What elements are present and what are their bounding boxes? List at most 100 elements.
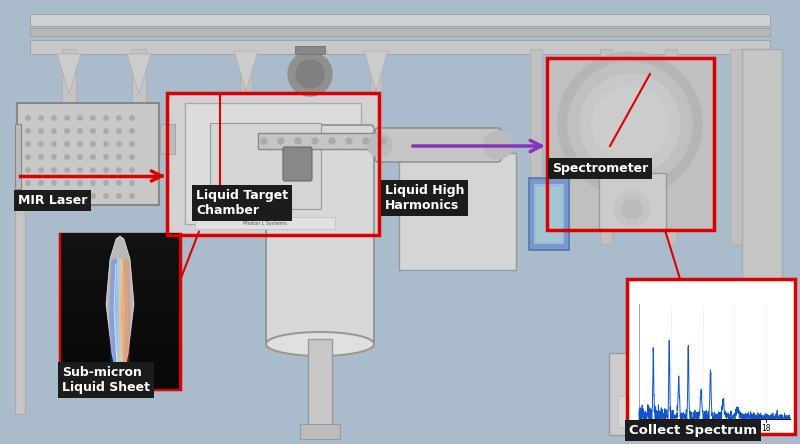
Circle shape	[91, 129, 95, 133]
Circle shape	[26, 194, 30, 198]
FancyBboxPatch shape	[529, 178, 569, 250]
Circle shape	[65, 194, 70, 198]
Text: Liquid Target
Chamber: Liquid Target Chamber	[196, 189, 288, 217]
Circle shape	[580, 74, 680, 174]
FancyBboxPatch shape	[375, 128, 501, 162]
Polygon shape	[118, 259, 128, 369]
Circle shape	[261, 138, 267, 144]
FancyBboxPatch shape	[61, 280, 179, 285]
Circle shape	[346, 138, 352, 144]
Text: Sub-micron
Liquid Sheet: Sub-micron Liquid Sheet	[62, 366, 150, 394]
FancyBboxPatch shape	[760, 49, 772, 244]
Circle shape	[91, 181, 95, 185]
Circle shape	[288, 52, 332, 96]
Circle shape	[117, 168, 122, 172]
Circle shape	[26, 181, 30, 185]
FancyBboxPatch shape	[61, 373, 179, 379]
FancyBboxPatch shape	[61, 285, 179, 291]
FancyBboxPatch shape	[61, 368, 179, 373]
Circle shape	[65, 168, 70, 172]
Text: Spectrometer: Spectrometer	[552, 162, 648, 175]
FancyBboxPatch shape	[547, 58, 714, 230]
FancyBboxPatch shape	[15, 124, 21, 189]
FancyBboxPatch shape	[61, 326, 179, 332]
Circle shape	[26, 129, 30, 133]
Text: Collect Spectrum: Collect Spectrum	[629, 424, 757, 437]
FancyBboxPatch shape	[738, 406, 786, 414]
Circle shape	[52, 155, 56, 159]
Circle shape	[329, 138, 335, 144]
FancyBboxPatch shape	[61, 249, 179, 255]
Text: 18: 18	[762, 424, 771, 433]
Text: Liquid High
Harmonics: Liquid High Harmonics	[385, 184, 465, 212]
Circle shape	[78, 194, 82, 198]
Circle shape	[91, 194, 95, 198]
Circle shape	[38, 116, 43, 120]
Circle shape	[78, 181, 82, 185]
FancyBboxPatch shape	[61, 337, 179, 342]
FancyBboxPatch shape	[17, 103, 159, 205]
Circle shape	[558, 52, 702, 196]
FancyBboxPatch shape	[62, 49, 76, 104]
Polygon shape	[115, 259, 125, 369]
Text: MIR Laser: MIR Laser	[18, 194, 87, 207]
Polygon shape	[127, 54, 151, 94]
FancyBboxPatch shape	[742, 49, 782, 414]
Circle shape	[52, 129, 56, 133]
Circle shape	[130, 116, 134, 120]
Circle shape	[130, 142, 134, 146]
FancyBboxPatch shape	[160, 124, 175, 154]
Circle shape	[52, 181, 56, 185]
FancyBboxPatch shape	[61, 239, 179, 244]
Circle shape	[296, 60, 324, 88]
Circle shape	[65, 116, 70, 120]
Polygon shape	[57, 54, 81, 94]
Circle shape	[26, 155, 30, 159]
FancyBboxPatch shape	[167, 93, 379, 235]
FancyBboxPatch shape	[61, 383, 179, 389]
FancyBboxPatch shape	[618, 396, 657, 427]
FancyBboxPatch shape	[185, 103, 361, 225]
FancyBboxPatch shape	[61, 254, 179, 260]
FancyBboxPatch shape	[240, 52, 252, 104]
FancyBboxPatch shape	[600, 49, 612, 244]
FancyBboxPatch shape	[627, 279, 795, 434]
Circle shape	[78, 155, 82, 159]
Circle shape	[117, 116, 122, 120]
Circle shape	[592, 86, 668, 162]
FancyBboxPatch shape	[258, 133, 382, 149]
Circle shape	[380, 138, 386, 144]
Text: 16: 16	[730, 424, 739, 433]
FancyBboxPatch shape	[30, 28, 770, 36]
Circle shape	[104, 194, 108, 198]
FancyBboxPatch shape	[210, 123, 321, 210]
Polygon shape	[109, 259, 119, 369]
Circle shape	[484, 131, 512, 159]
Circle shape	[104, 168, 108, 172]
Circle shape	[38, 194, 43, 198]
Circle shape	[78, 116, 82, 120]
Circle shape	[78, 129, 82, 133]
FancyBboxPatch shape	[61, 265, 179, 270]
Ellipse shape	[266, 332, 374, 356]
FancyBboxPatch shape	[15, 194, 25, 414]
Circle shape	[104, 155, 108, 159]
Circle shape	[117, 142, 122, 146]
Text: 14: 14	[698, 424, 707, 433]
Circle shape	[622, 199, 642, 219]
Circle shape	[117, 194, 122, 198]
Circle shape	[614, 191, 650, 227]
Polygon shape	[112, 259, 122, 369]
Circle shape	[26, 142, 30, 146]
Circle shape	[38, 168, 43, 172]
Circle shape	[65, 142, 70, 146]
FancyBboxPatch shape	[61, 259, 179, 265]
Polygon shape	[304, 51, 328, 91]
Circle shape	[78, 168, 82, 172]
Circle shape	[295, 138, 301, 144]
Circle shape	[278, 138, 284, 144]
Circle shape	[91, 142, 95, 146]
FancyBboxPatch shape	[530, 49, 542, 244]
Circle shape	[26, 168, 30, 172]
Circle shape	[26, 116, 30, 120]
